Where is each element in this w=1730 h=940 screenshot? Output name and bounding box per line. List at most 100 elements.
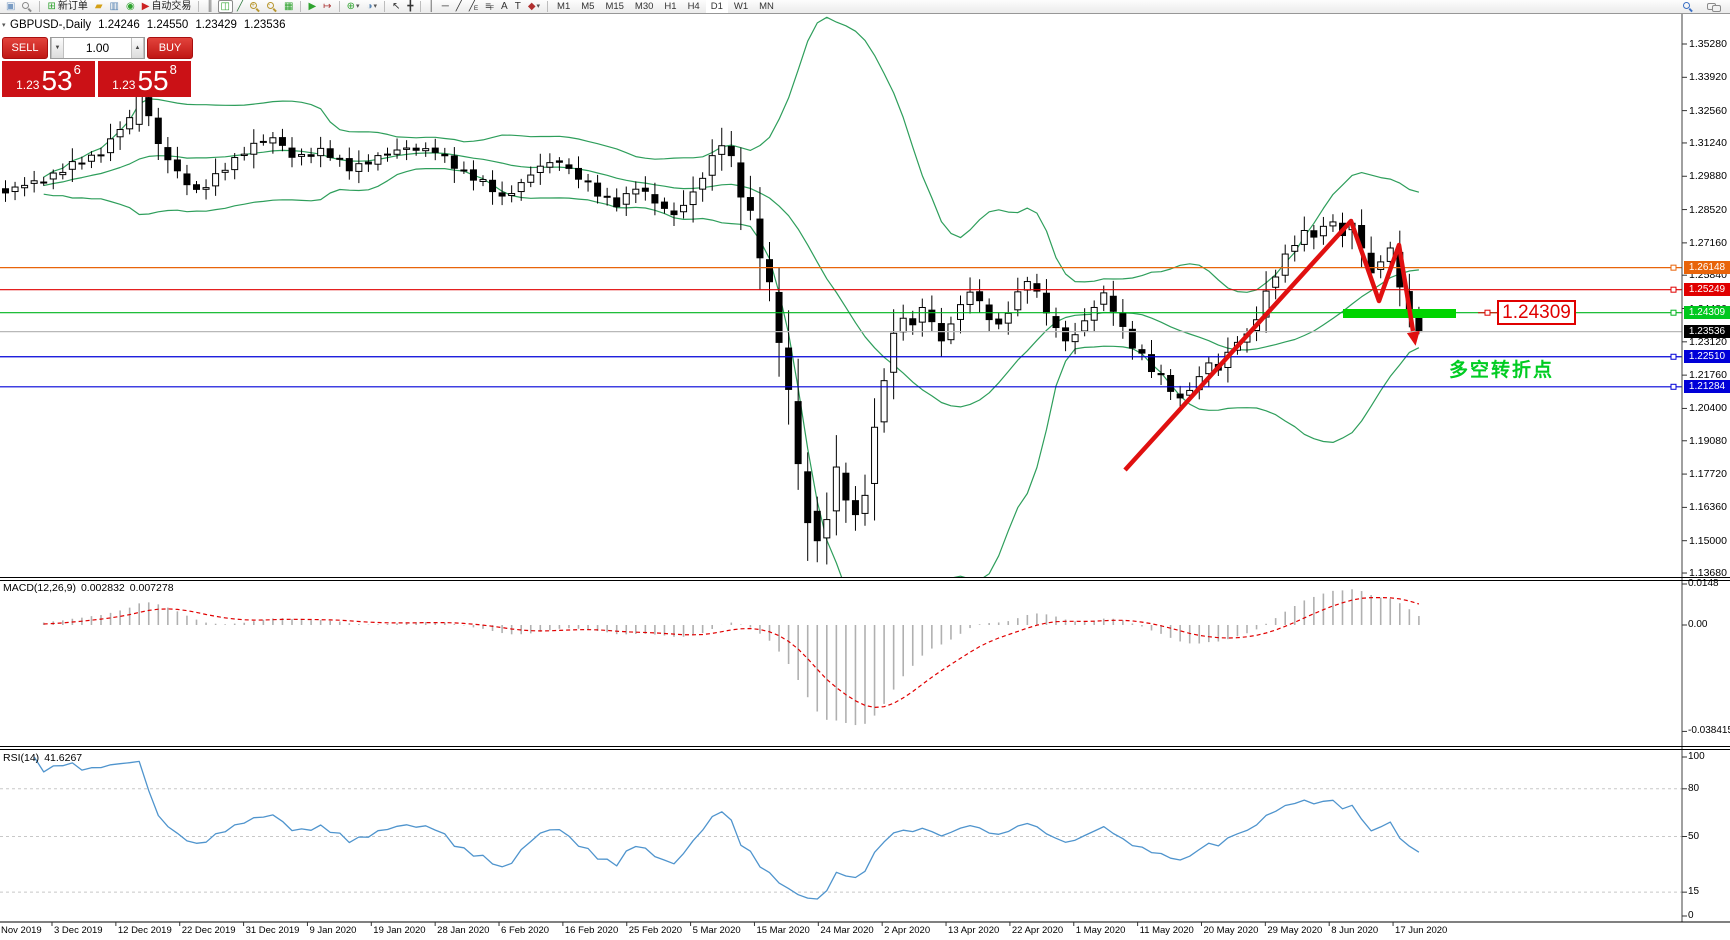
volume-down-button[interactable]: ▼: [51, 38, 64, 58]
vline-icon-glyph: │: [428, 1, 435, 12]
channel-icon-sub: E: [473, 4, 479, 12]
rsi-axis-tick: 80: [1688, 782, 1700, 794]
timeframe-w1-button[interactable]: W1: [733, 1, 749, 12]
toolbar-separator: [300, 1, 302, 12]
sell-price-sup: 6: [73, 62, 81, 77]
date-tick: 31 Dec 2019: [245, 925, 300, 936]
price-tick: 1.33920: [1689, 71, 1727, 84]
periods-icon[interactable]: ◑ ▾: [363, 0, 380, 13]
vline-icon[interactable]: │: [425, 0, 437, 13]
buy-price-box[interactable]: 1.23 55 8: [98, 61, 191, 97]
date-tick: 29 May 2020: [1267, 925, 1323, 936]
price-tick: 1.15000: [1689, 534, 1727, 547]
tile-windows-icon[interactable]: ▦: [281, 0, 296, 13]
fibo-icon[interactable]: ≡ F: [482, 0, 497, 13]
text-label-icon[interactable]: T: [512, 0, 524, 13]
price-tick: 1.17720: [1689, 468, 1727, 481]
autotrading-icon-glyph: ▶: [141, 1, 150, 12]
candle-chart-icon-glyph: ◫: [220, 1, 230, 12]
support-zone-bar: [1343, 309, 1456, 318]
profiles-icon[interactable]: ▥: [107, 0, 122, 13]
rsi-indicator-label: RSI(14) 41.6267: [3, 752, 87, 764]
autotrading-icon[interactable]: ▶ 自动交易: [139, 0, 195, 13]
periods-icon-glyph: ◑: [366, 1, 373, 12]
date-tick: 11 May 2020: [1139, 925, 1194, 936]
ocp-expander-icon[interactable]: ▾: [2, 22, 6, 29]
fibo-icon-sub: F: [490, 4, 495, 12]
hline-icon[interactable]: ─: [439, 0, 452, 13]
rsi-axis-tick: 100: [1688, 751, 1705, 762]
macd-axis-tick: 0.00: [1688, 619, 1708, 630]
styler-icon[interactable]: ▰: [92, 0, 106, 13]
timeframe-m15-button[interactable]: M15: [605, 1, 624, 12]
buy-button[interactable]: BUY: [147, 37, 193, 59]
text-icon[interactable]: A: [498, 0, 511, 13]
rsi-name: RSI(14): [3, 752, 40, 764]
price-tick: 1.20400: [1689, 402, 1727, 415]
volume-field[interactable]: 1.00: [85, 41, 110, 55]
turning-point-text[interactable]: 多空转折点: [1449, 360, 1555, 381]
cursor-icon[interactable]: ↖: [389, 0, 403, 13]
high-value: 1.24550: [146, 19, 189, 31]
timeframe-h1-button[interactable]: H1: [664, 1, 677, 12]
rsi-value: 41.6267: [44, 752, 83, 764]
sell-price-box[interactable]: 1.23 53 6: [2, 61, 95, 97]
channel-icon[interactable]: ╱ E: [466, 0, 481, 13]
arrows-icon-glyph: ◆: [527, 1, 536, 12]
date-tick: 25 Feb 2020: [628, 925, 683, 936]
macd-main-value: 0.002832: [80, 582, 125, 594]
price-level-annotation[interactable]: 1.24309: [1497, 300, 1576, 325]
indicators-icon-dropdown[interactable]: ▾: [355, 2, 360, 10]
candle-chart-icon[interactable]: ◫: [217, 0, 233, 13]
date-tick: 22 Apr 2020: [1011, 925, 1064, 936]
date-tick: 13 Apr 2020: [948, 925, 1000, 936]
timeframe-mn-button[interactable]: MN: [759, 1, 774, 12]
price-tag: 1.26148: [1684, 261, 1730, 275]
chart-window-icon[interactable]: ▣: [3, 0, 18, 13]
timeframe-m1-button[interactable]: M1: [557, 1, 571, 12]
timeframe-m30-button[interactable]: M30: [634, 1, 654, 12]
trendline-icon[interactable]: ╱: [453, 0, 465, 13]
chart-title: GBPUSD-,Daily 1.24246 1.24550 1.23429 1.2353…: [10, 19, 292, 31]
periods-icon-dropdown[interactable]: ▾: [373, 2, 378, 10]
volume-up-button[interactable]: ▲: [131, 38, 144, 58]
chat-icon[interactable]: [1704, 0, 1723, 13]
toolbar-separator: [384, 1, 386, 12]
auto-scroll-icon[interactable]: ▶: [305, 0, 319, 13]
price-tick: 1.23120: [1689, 335, 1727, 348]
date-tick: 5 Mar 2020: [692, 925, 741, 936]
chat-icon: [1707, 2, 1721, 12]
chart-shift-icon[interactable]: ↦: [320, 0, 334, 13]
autotrading-icon-label: 自动交易: [151, 0, 192, 12]
bar-chart-icon[interactable]: ║: [203, 0, 216, 13]
crosshair-icon[interactable]: ╋: [404, 0, 416, 13]
new-order-icon[interactable]: ⊞ 新订单: [44, 0, 90, 13]
toolbar-separator: [420, 1, 422, 12]
buy-price-big: 55: [137, 65, 169, 96]
open-value: 1.24246: [98, 19, 140, 31]
timeframe-d1-button[interactable]: D1: [705, 0, 728, 13]
market-watch-icon[interactable]: [19, 0, 35, 13]
search-icon[interactable]: [1680, 0, 1696, 13]
zoom-in-icon[interactable]: +: [247, 0, 263, 13]
date-tick: 28 Jan 2020: [437, 925, 490, 936]
arrows-icon[interactable]: ◆ ▾: [525, 0, 543, 13]
date-tick: Nov 2019: [1, 925, 42, 936]
date-tick: 20 May 2020: [1203, 925, 1259, 936]
price-tick: 1.21760: [1689, 369, 1727, 382]
timeframe-h4-button[interactable]: H4: [687, 1, 700, 12]
arrows-icon-dropdown[interactable]: ▾: [536, 2, 541, 10]
sell-button[interactable]: SELL: [2, 37, 48, 59]
indicators-icon[interactable]: ⊕ ▾: [344, 0, 363, 13]
text-label-icon-glyph: T: [514, 1, 521, 12]
rsi-axis-tick: 15: [1688, 886, 1700, 898]
bar-chart-icon-glyph: ║: [206, 1, 214, 12]
zoom-out-icon[interactable]: -: [264, 0, 280, 13]
price-tick: 1.19080: [1689, 434, 1727, 447]
date-tick: 1 May 2020: [1075, 925, 1126, 936]
line-chart-icon[interactable]: ╱: [234, 0, 246, 13]
main-toolbar: ▣ ⊞ 新订单 ▰ ▥ ◉ ▶ 自动交易 ║ ◫ ╱ + - ▦ ▶ ↦ ⊕ ▾ ◑ ▾ ↖ ╋ │ ─ ╱ ╱ E ≡ F A T ◆ ▾ M1…: [0, 0, 1730, 14]
signals-icon[interactable]: ◉: [123, 0, 138, 13]
timeframe-m5-button[interactable]: M5: [581, 1, 595, 12]
